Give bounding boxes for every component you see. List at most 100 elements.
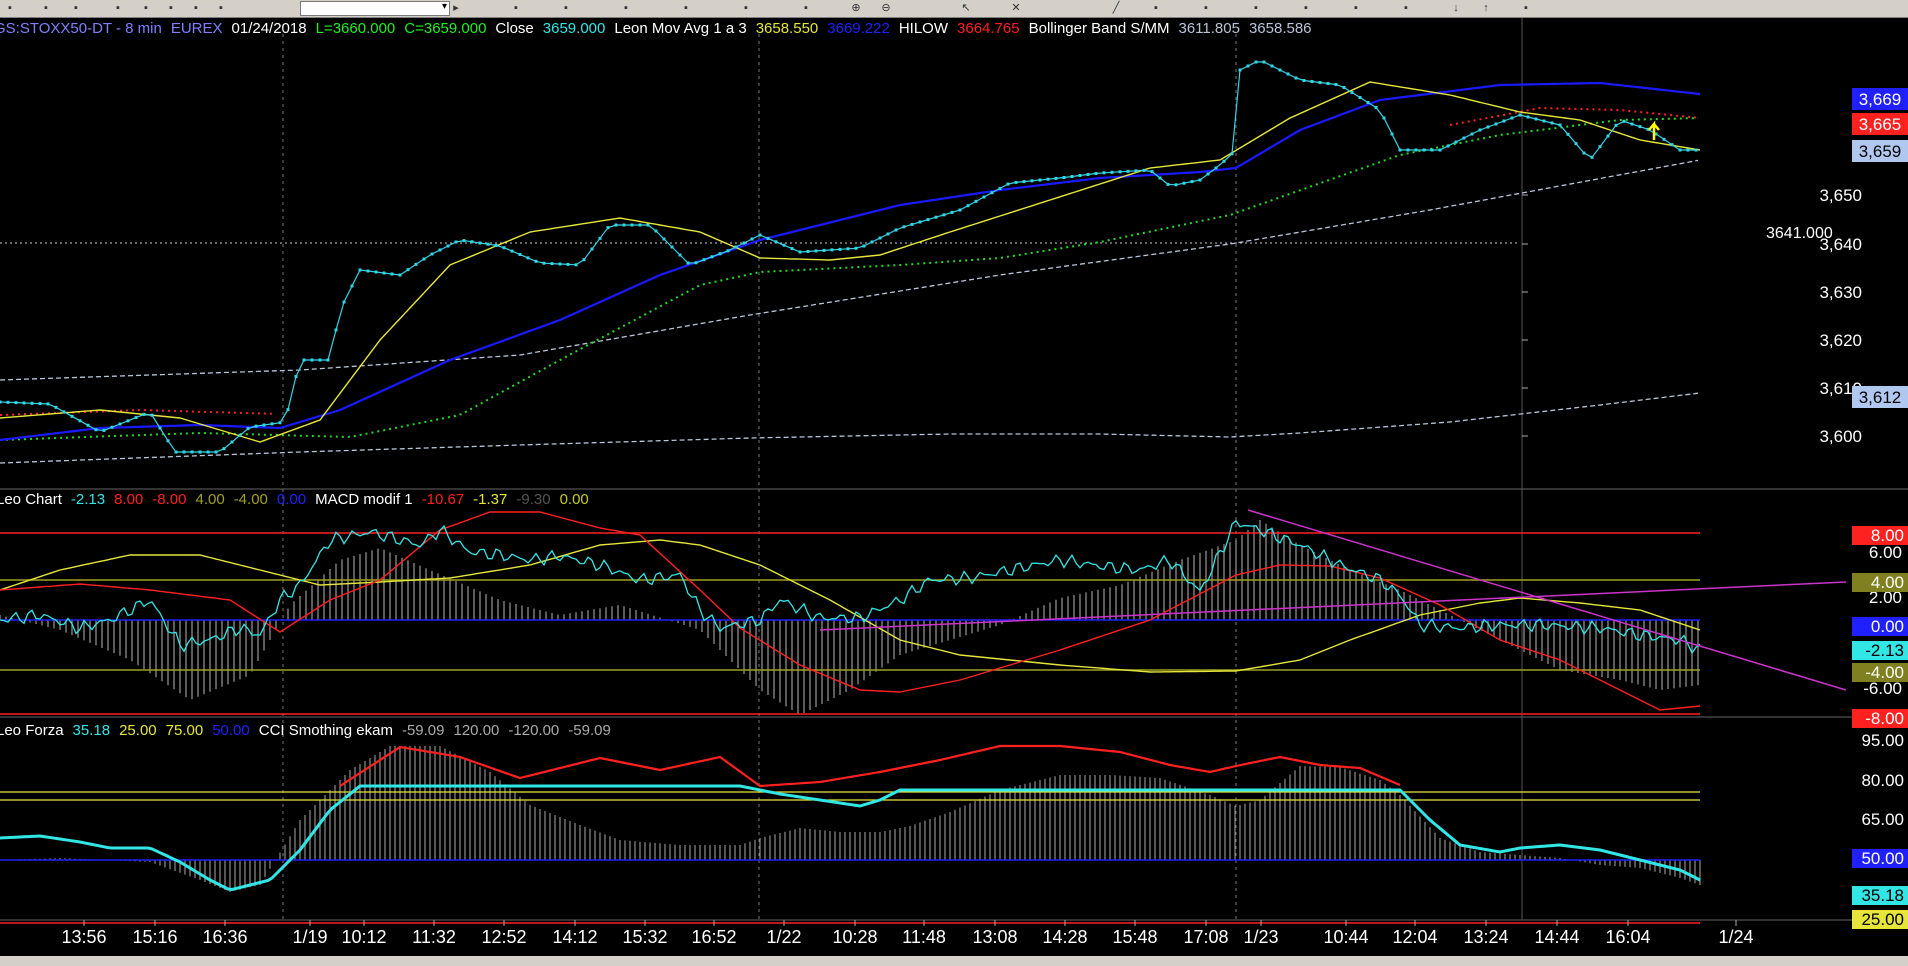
price-point xyxy=(390,272,394,276)
price-point xyxy=(6,400,10,404)
toolbar-icon[interactable]: ▪ xyxy=(1204,2,1208,14)
price-point xyxy=(1254,60,1258,64)
price-point xyxy=(1606,134,1610,138)
price-point xyxy=(822,248,826,252)
price-point xyxy=(158,426,162,430)
cci-header-item: 35.18 xyxy=(73,722,111,739)
price-point xyxy=(614,223,618,227)
price-point xyxy=(422,257,426,261)
price-point xyxy=(1334,83,1338,86)
value-badge xyxy=(1852,709,1908,728)
macd-header-item: Leo Chart xyxy=(0,491,63,508)
price-point xyxy=(742,241,746,245)
arrow-down-icon[interactable]: ↓ xyxy=(1453,2,1459,14)
toolbar-icon[interactable]: ▪ xyxy=(144,2,148,14)
price-point xyxy=(718,252,722,256)
arrow-up-icon[interactable]: ↑ xyxy=(1483,2,1489,14)
toolbar-icon[interactable]: ▪ xyxy=(169,2,173,14)
toolbar-icon[interactable]: ▪ xyxy=(1304,2,1308,14)
price-point xyxy=(686,261,690,265)
toolbar-icon[interactable]: ▪ xyxy=(1254,2,1258,14)
x-axis-tick-label: 10:28 xyxy=(832,927,877,947)
price-point xyxy=(734,245,738,249)
price-point xyxy=(446,244,450,248)
zoom-in-icon[interactable]: ⊕ xyxy=(851,2,861,14)
toolbar-icon[interactable]: ▪ xyxy=(1154,2,1158,14)
toolbar-icon[interactable]: ▪ xyxy=(44,2,48,14)
price-point xyxy=(710,255,714,259)
price-point xyxy=(1054,176,1058,180)
price-point xyxy=(1126,169,1130,173)
price-point xyxy=(846,247,850,251)
draw-line-icon[interactable]: ╱ xyxy=(1112,2,1120,14)
y-axis-tick-label: 2.00 xyxy=(1869,588,1902,607)
price-point xyxy=(1550,121,1554,125)
toolbar-icon[interactable]: ▪ xyxy=(744,2,748,14)
price-point xyxy=(902,225,906,229)
price-point xyxy=(646,223,650,227)
moving-average-yellow-line xyxy=(0,81,1701,443)
price-point xyxy=(406,268,410,272)
price-point xyxy=(1230,152,1234,156)
price-point xyxy=(494,243,498,247)
toolbar-icon[interactable]: ▪ xyxy=(564,2,568,14)
price-point xyxy=(230,440,234,444)
toolbar-icon[interactable]: ▪ xyxy=(684,2,688,14)
x-axis-tick-label: 1/22 xyxy=(766,927,801,947)
toolbar-icon[interactable]: ▪ xyxy=(1404,2,1408,14)
price-point xyxy=(974,199,978,203)
play-icon[interactable]: ▸ xyxy=(453,2,459,14)
value-badge xyxy=(1852,617,1908,636)
chevron-down-icon[interactable]: ▾ xyxy=(441,1,447,12)
price-point xyxy=(966,204,970,208)
price-point xyxy=(206,450,210,454)
x-axis-tick-label: 1/23 xyxy=(1243,927,1278,947)
price-header-item: 01/24/2018 xyxy=(232,20,307,37)
value-badge-label: 0.00 xyxy=(1871,617,1904,636)
x-axis-tick-label: 17:08 xyxy=(1183,927,1228,947)
cci-smoothed-line xyxy=(339,744,1401,788)
x-axis-tick-label: 1/19 xyxy=(292,927,327,947)
price-point xyxy=(1598,145,1602,149)
bollinger-lower-line xyxy=(0,392,1699,464)
toolbar-icon[interactable]: ✕ xyxy=(1011,2,1021,14)
toolbar-icon[interactable]: ▪ xyxy=(194,2,198,14)
toolbar-icon[interactable]: ▪ xyxy=(74,2,78,14)
cursor-icon[interactable]: ↖ xyxy=(961,2,971,14)
value-badge xyxy=(1852,886,1908,905)
toolbar-icon[interactable]: ▪ xyxy=(1524,2,1528,14)
y-axis-tick-label: 3,610 xyxy=(1819,379,1862,398)
price-point xyxy=(1366,101,1370,104)
toolbar-icon[interactable]: ▪ xyxy=(624,2,628,14)
symbol-combo[interactable]: ▾ xyxy=(300,1,450,16)
toolbar-icon[interactable]: ▪ xyxy=(219,2,223,14)
x-axis-tick-label: 14:28 xyxy=(1042,927,1087,947)
zoom-out-icon[interactable]: ⊖ xyxy=(881,2,891,14)
value-badge-label: 4.00 xyxy=(1871,573,1904,592)
price-header-item: EUREX xyxy=(171,20,223,37)
toolbar-icon[interactable]: ▪ xyxy=(804,2,808,14)
price-point xyxy=(1046,177,1050,181)
toolbar-icon[interactable]: ▪ xyxy=(116,2,120,14)
price-point xyxy=(1342,86,1346,89)
price-point xyxy=(838,247,842,251)
price-point xyxy=(582,258,586,262)
price-point xyxy=(782,243,786,247)
toolbar-icon[interactable]: ▪ xyxy=(1354,2,1358,14)
price-point xyxy=(1302,79,1306,82)
price-point xyxy=(1654,132,1658,136)
toolbar-icon[interactable]: ▪ xyxy=(8,2,12,14)
price-point xyxy=(1238,68,1242,72)
value-badge-label: -4.00 xyxy=(1865,663,1904,682)
cci-histogram xyxy=(4,746,1701,892)
cci-header-item: 25.00 xyxy=(119,722,157,739)
price-point xyxy=(518,253,522,256)
y-axis-tick-label: 80.00 xyxy=(1861,771,1904,790)
price-point xyxy=(118,422,122,426)
price-point xyxy=(638,223,642,227)
toolbar-icon[interactable]: ▪ xyxy=(514,2,518,14)
price-point xyxy=(1574,142,1578,146)
price-point xyxy=(222,447,226,451)
chart-canvas[interactable]: 3641.000 GS:STOXX50-DT - 8 min EUREX 01/24/… xyxy=(0,18,1908,956)
price-point xyxy=(1262,60,1266,64)
